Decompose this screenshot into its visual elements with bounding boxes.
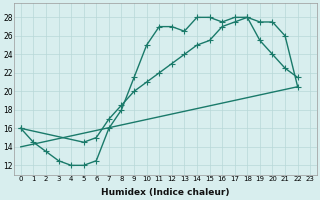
X-axis label: Humidex (Indice chaleur): Humidex (Indice chaleur) (101, 188, 230, 197)
